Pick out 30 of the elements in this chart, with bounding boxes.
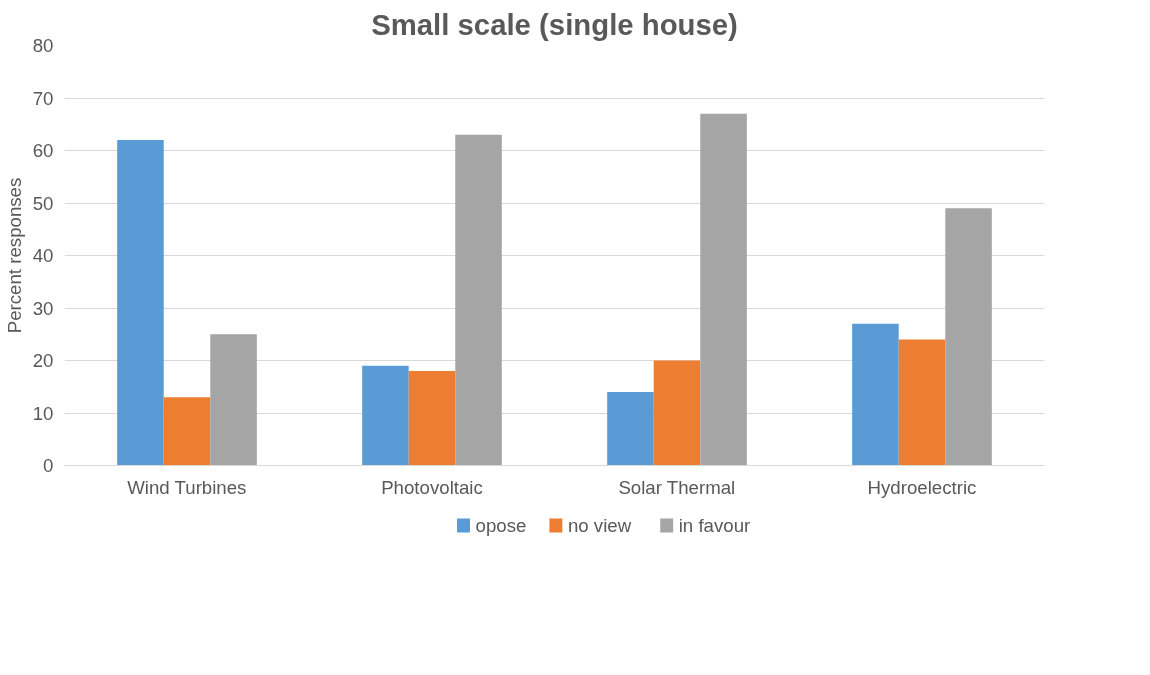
bar: [117, 140, 164, 466]
legend-label: in favour: [678, 515, 751, 536]
bar: [362, 365, 409, 466]
bar: [852, 323, 899, 466]
y-tick-label: 0: [43, 455, 54, 476]
bar: [607, 392, 654, 466]
y-tick-label: 40: [32, 245, 54, 266]
y-tick-label: 80: [32, 35, 54, 56]
x-tick-label: Solar Thermal: [618, 476, 736, 498]
y-tick-label: 70: [32, 87, 54, 109]
y-axis-title: Percent responses: [3, 177, 25, 334]
bar: [898, 339, 946, 466]
y-tick-label: 50: [32, 192, 54, 214]
bar: [653, 360, 701, 466]
y-tick-label: 10: [32, 402, 54, 424]
y-tick-label: 20: [32, 350, 54, 371]
bar: [700, 113, 747, 466]
legend-label: opose: [475, 515, 527, 536]
x-tick-label: Hydroelectric: [867, 476, 977, 498]
y-tick-label: 30: [32, 297, 54, 319]
chart-title: Small scale (single house): [371, 7, 738, 41]
bar: [945, 208, 992, 466]
bar: [210, 334, 257, 466]
x-tick-label: Wind Turbines: [127, 476, 247, 498]
bar: [408, 371, 456, 466]
x-tick-label: Photovoltaic: [381, 476, 483, 498]
bar: [455, 134, 502, 466]
legend-label: no view: [567, 515, 632, 536]
bar: [163, 397, 211, 466]
y-tick-label: 60: [32, 140, 54, 161]
